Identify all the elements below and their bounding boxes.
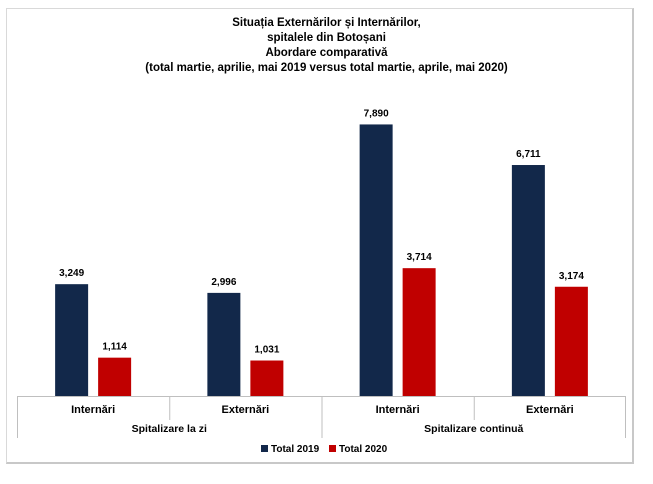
legend-swatch-1: [329, 445, 336, 452]
legend-swatch-0: [261, 445, 268, 452]
bar-2019-2: [359, 124, 393, 397]
title-line-3: Abordare comparativă: [265, 47, 388, 59]
data-label-2020-1: 1,031: [254, 345, 279, 356]
legend: Total 2019 Total 2020: [261, 444, 388, 455]
chart-frame: [6, 8, 634, 464]
chart-title: Situația Externărilor și Internărilor, s…: [0, 16, 653, 76]
data-label-2020-3: 3,174: [559, 271, 584, 282]
bar-2020-1: [250, 360, 284, 396]
bar-2020-0: [98, 357, 132, 396]
category-axis: Internări Externări Internări ExternăriSpit…: [17, 396, 626, 438]
category-label-3: Externări: [526, 404, 574, 416]
data-label-2020-0: 1,114: [102, 342, 127, 353]
bar-2019-3: [511, 165, 545, 396]
bar-2019-1: [207, 292, 241, 396]
title-line-4: (total martie, aprilie, mai 2019 versus …: [145, 62, 508, 74]
data-label-2019-2: 7,890: [364, 108, 389, 119]
bar-2020-2: [402, 268, 436, 396]
data-label-2020-2: 3,714: [407, 252, 432, 263]
bar-2020-3: [554, 286, 588, 396]
group-label-0: Spitalizare la zi: [132, 423, 207, 435]
title-line-2: spitalele din Botoșani: [267, 32, 386, 44]
legend-label-0: Total 2019: [271, 444, 320, 455]
category-label-2: Internări: [376, 404, 420, 416]
title-line-1: Situația Externărilor și Internărilor,: [232, 17, 421, 29]
group-label-1: Spitalizare continuă: [424, 423, 523, 435]
data-label-2019-0: 3,249: [59, 268, 84, 279]
bar-2019-0: [55, 284, 89, 396]
category-label-1: Externări: [222, 404, 270, 416]
bars-layer: 3,249 1,114 2,996 1,031 7,890 3,714 6,711 3,174: [55, 108, 588, 397]
category-label-0: Internări: [71, 404, 115, 416]
data-label-2019-1: 2,996: [211, 277, 236, 288]
data-label-2019-3: 6,711: [516, 149, 541, 160]
legend-label-1: Total 2020: [339, 444, 388, 455]
